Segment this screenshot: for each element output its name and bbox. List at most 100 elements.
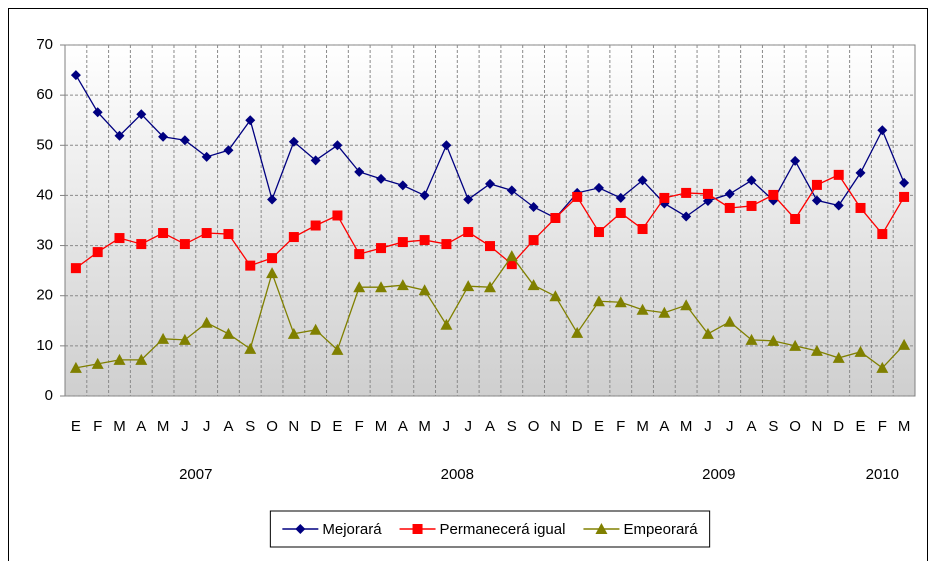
point xyxy=(767,334,780,346)
point xyxy=(332,210,343,221)
point xyxy=(768,189,779,200)
point xyxy=(113,353,126,365)
point xyxy=(746,175,757,186)
point xyxy=(571,326,584,338)
x-tick-label: M xyxy=(680,418,693,435)
x-tick-label: A xyxy=(398,418,408,435)
point xyxy=(201,151,212,162)
point xyxy=(790,213,801,224)
year-label: 2008 xyxy=(441,466,474,483)
x-tick-label: O xyxy=(789,418,801,435)
point xyxy=(811,179,822,190)
point xyxy=(615,192,626,203)
point xyxy=(136,109,147,120)
point xyxy=(702,188,713,199)
point xyxy=(223,229,234,240)
point xyxy=(288,136,299,147)
x-tick-label: A xyxy=(747,418,757,435)
x-tick-label: F xyxy=(93,418,102,435)
x-tick-label: O xyxy=(528,418,540,435)
point xyxy=(267,253,278,264)
plot-area xyxy=(64,44,916,397)
x-tick-label: E xyxy=(856,418,866,435)
point xyxy=(266,267,279,279)
x-tick-label: A xyxy=(223,418,233,435)
x-tick-label: E xyxy=(594,418,604,435)
y-tick-label: 20 xyxy=(36,287,53,304)
x-tick-label: J xyxy=(181,418,189,435)
x-tick-label: J xyxy=(203,418,211,435)
point xyxy=(463,227,474,238)
x-tick-label: S xyxy=(507,418,517,435)
point xyxy=(114,130,125,141)
x-tick-label: J xyxy=(443,418,451,435)
x-tick-label: N xyxy=(288,418,299,435)
point xyxy=(244,342,257,354)
point xyxy=(855,167,866,178)
point xyxy=(550,212,561,223)
x-tick-label: J xyxy=(464,418,472,435)
point xyxy=(440,318,453,330)
x-tick-label: A xyxy=(659,418,669,435)
point xyxy=(899,177,910,188)
point xyxy=(136,239,147,250)
x-tick-label: A xyxy=(136,418,146,435)
point xyxy=(267,194,278,205)
point xyxy=(723,315,736,327)
point xyxy=(397,237,408,248)
point xyxy=(375,281,388,293)
point xyxy=(877,125,888,136)
point xyxy=(245,260,256,271)
point xyxy=(877,229,888,240)
point xyxy=(353,281,366,293)
point xyxy=(899,191,910,202)
point xyxy=(637,175,648,186)
point xyxy=(463,194,474,205)
y-tick-label: 40 xyxy=(36,186,53,203)
point xyxy=(528,235,539,246)
x-tick-label: D xyxy=(572,418,583,435)
point xyxy=(484,281,496,293)
point xyxy=(376,243,387,254)
x-tick-label: S xyxy=(245,418,255,435)
x-tick-label: N xyxy=(550,418,561,435)
legend-box xyxy=(269,510,711,548)
point xyxy=(681,187,692,198)
point xyxy=(810,344,823,356)
x-tick-label: S xyxy=(768,418,778,435)
point xyxy=(354,249,365,260)
point xyxy=(223,145,234,156)
point xyxy=(854,345,867,357)
point xyxy=(135,353,148,365)
point xyxy=(179,135,190,146)
chart-frame xyxy=(8,8,928,561)
legend-marker xyxy=(595,523,608,534)
point xyxy=(681,211,692,222)
point xyxy=(636,303,649,315)
point xyxy=(855,202,866,213)
point xyxy=(789,339,802,351)
x-tick-label: J xyxy=(704,418,712,435)
point xyxy=(114,233,125,244)
point xyxy=(310,155,321,166)
x-tick-label: M xyxy=(898,418,911,435)
point xyxy=(419,190,430,201)
point xyxy=(572,191,583,202)
point xyxy=(441,239,452,250)
x-tick-label: D xyxy=(833,418,844,435)
y-tick-label: 60 xyxy=(36,86,53,103)
x-tick-label: M xyxy=(157,418,170,435)
point xyxy=(833,200,844,211)
point xyxy=(527,279,540,291)
point xyxy=(310,220,321,231)
point xyxy=(332,140,343,151)
point xyxy=(680,299,693,311)
x-tick-label: O xyxy=(266,418,278,435)
point xyxy=(506,185,517,196)
x-tick-label: A xyxy=(485,418,495,435)
point xyxy=(396,279,409,291)
point xyxy=(92,247,103,258)
legend-item: Empeorará xyxy=(583,521,698,538)
legend-marker xyxy=(412,524,423,534)
